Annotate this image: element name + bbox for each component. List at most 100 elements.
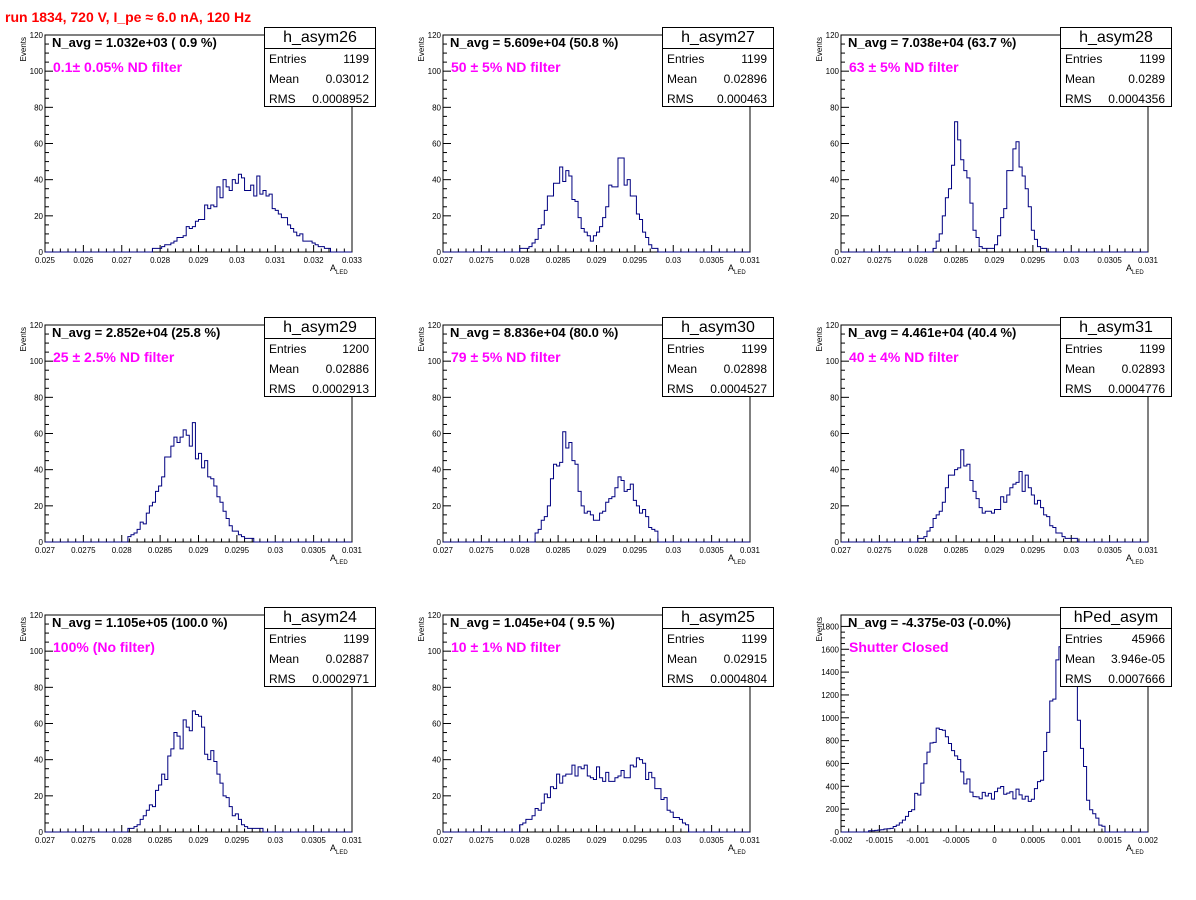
y-tick-label: 40 [830, 176, 839, 185]
stats-entries-row: Entries 1199 [1061, 49, 1171, 69]
x-tick-label: 0.031 [342, 836, 363, 845]
y-tick-label: 40 [432, 756, 441, 765]
entries-value: 1199 [741, 52, 767, 66]
navg-label: N_avg = 5.609e+04 (50.8 %) [450, 35, 619, 50]
y-tick-label: 60 [432, 720, 441, 729]
filter-label: 10 ± 1% ND filter [451, 639, 561, 655]
x-tick-label: 0.03 [1063, 546, 1079, 555]
x-tick-label: 0.027 [433, 546, 454, 555]
rms-value: 0.0002913 [312, 382, 369, 396]
stats-entries-row: Entries 1199 [1061, 339, 1171, 359]
y-tick-label: 100 [428, 647, 442, 656]
stats-box: h_asym28 Entries 1199 Mean 0.0289 RMS 0.000435… [1060, 27, 1172, 107]
mean-value: 0.02898 [723, 362, 767, 376]
filter-label: 25 ± 2.5% ND filter [53, 349, 175, 365]
x-tick-label: 0.0295 [225, 836, 250, 845]
mean-value: 0.0289 [1128, 72, 1165, 86]
mean-label: Mean [269, 362, 300, 376]
rms-label: RMS [269, 382, 296, 396]
navg-label: N_avg = -4.375e-03 (-0.0%) [848, 615, 1011, 630]
x-tick-label: 0.0305 [301, 836, 326, 845]
mean-label: Mean [667, 72, 698, 86]
y-tick-label: 60 [830, 430, 839, 439]
histogram-panel-h_asym28: 0.027 0.0275 0.028 0.0285 0.029 0.0295 0.03 0.0… [796, 27, 1186, 320]
x-tick-label: 0.0295 [623, 546, 648, 555]
histogram-name: h_asym31 [1061, 318, 1171, 339]
y-tick-label: 60 [830, 140, 839, 149]
y-tick-label: 60 [34, 720, 43, 729]
stats-entries-row: Entries 1199 [663, 629, 773, 649]
histogram-name: h_asym27 [663, 28, 773, 49]
mean-value: 0.02896 [723, 72, 767, 86]
y-tick-label: 80 [34, 393, 43, 402]
x-tick-label: 0.0275 [867, 546, 892, 555]
histogram-panel-h_asym31: 0.027 0.0275 0.028 0.0285 0.029 0.0295 0.03 0.0… [796, 317, 1186, 610]
x-tick-label: 0.027 [35, 546, 56, 555]
x-tick-label: 0.028 [510, 836, 531, 845]
mean-value: 0.03012 [325, 72, 369, 86]
y-tick-label: 40 [830, 466, 839, 475]
x-tick-label: 0.0285 [944, 256, 969, 265]
mean-value: 0.02886 [325, 362, 369, 376]
x-tick-label: 0.028 [908, 546, 929, 555]
histogram-plot: 0.027 0.0275 0.028 0.0285 0.029 0.0295 0.03 0.0… [417, 611, 761, 856]
histogram-plot: -0.002 -0.0015 -0.001 -0.0005 0 0.0005 0.001 0.… [815, 614, 1159, 856]
entries-value: 1199 [343, 52, 369, 66]
y-tick-label: 120 [428, 31, 442, 40]
x-tick-label: 0.0285 [944, 546, 969, 555]
histogram-name: h_asym25 [663, 608, 773, 629]
y-tick-label: 100 [428, 67, 442, 76]
stats-entries-row: Entries 1199 [265, 49, 375, 69]
x-tick-label: 0.031 [740, 836, 761, 845]
histogram-panel-h_asym30: 0.027 0.0275 0.028 0.0285 0.029 0.0295 0.03 0.0… [398, 317, 788, 610]
navg-label: N_avg = 2.852e+04 (25.8 %) [52, 325, 221, 340]
rms-label: RMS [1065, 382, 1092, 396]
x-tick-label: 0.0275 [71, 546, 96, 555]
y-tick-label: 80 [432, 393, 441, 402]
stats-rms-row: RMS 0.0007666 [1061, 669, 1171, 689]
entries-label: Entries [1065, 52, 1103, 66]
x-tick-label: 0.0285 [148, 546, 173, 555]
y-axis-label: Events [19, 327, 28, 351]
stats-box: h_asym25 Entries 1199 Mean 0.02915 RMS 0.00048… [662, 607, 774, 687]
rms-value: 0.0004356 [1108, 92, 1165, 106]
x-tick-label: 0.03 [267, 546, 283, 555]
mean-label: Mean [667, 652, 698, 666]
x-tick-label: -0.001 [906, 836, 929, 845]
entries-value: 1199 [343, 632, 369, 646]
y-tick-label: 0 [835, 828, 840, 837]
histogram-panel-h_asym29: 0.027 0.0275 0.028 0.0285 0.029 0.0295 0.03 0.0… [0, 317, 390, 610]
stats-mean-row: Mean 0.03012 [265, 69, 375, 89]
y-tick-label: 60 [34, 430, 43, 439]
x-tick-label: 0.027 [433, 256, 454, 265]
stats-mean-row: Mean 3.946e-05 [1061, 649, 1171, 669]
y-tick-label: 400 [826, 782, 840, 791]
x-tick-label: 0.001 [1061, 836, 1082, 845]
y-axis-label: Events [815, 617, 824, 641]
x-tick-label: 0.026 [73, 256, 94, 265]
y-axis-label: Events [417, 37, 426, 61]
y-tick-label: 600 [826, 759, 840, 768]
x-tick-label: 0.0275 [867, 256, 892, 265]
y-tick-label: 40 [34, 756, 43, 765]
y-tick-label: 0 [437, 828, 442, 837]
mean-label: Mean [1065, 652, 1096, 666]
stats-box: h_asym26 Entries 1199 Mean 0.03012 RMS 0.00089… [264, 27, 376, 107]
rms-value: 0.0004804 [710, 672, 767, 686]
stats-box: h_asym30 Entries 1199 Mean 0.02898 RMS 0.00045… [662, 317, 774, 397]
x-tick-label: 0.0305 [699, 836, 724, 845]
histogram-series [45, 710, 352, 833]
x-tick-label: 0.002 [1138, 836, 1159, 845]
stats-rms-row: RMS 0.000463 [663, 89, 773, 109]
y-tick-label: 0 [39, 828, 44, 837]
histogram-series [841, 616, 1148, 833]
filter-label: Shutter Closed [849, 639, 949, 655]
page-title: run 1834, 720 V, I_pe ≈ 6.0 nA, 120 Hz [5, 9, 252, 25]
rms-label: RMS [667, 92, 694, 106]
y-tick-label: 1200 [821, 691, 839, 700]
y-tick-label: 60 [432, 140, 441, 149]
histogram-name: hPed_asym [1061, 608, 1171, 629]
entries-label: Entries [667, 52, 705, 66]
entries-label: Entries [269, 52, 307, 66]
x-tick-label: 0.03 [267, 836, 283, 845]
